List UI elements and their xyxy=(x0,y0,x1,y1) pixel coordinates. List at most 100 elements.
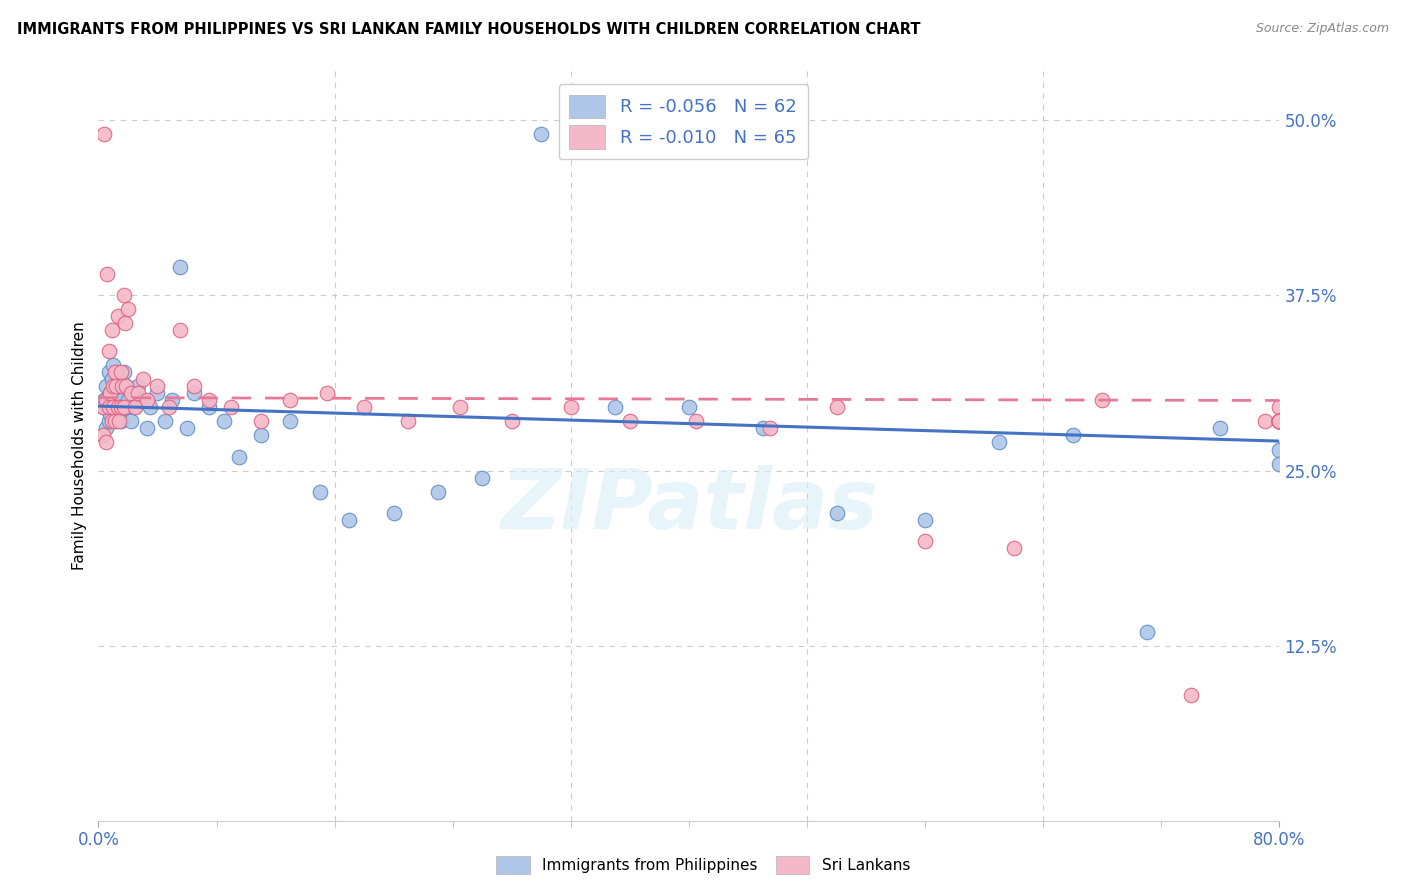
Point xyxy=(1091,393,1114,408)
Point xyxy=(169,323,191,337)
Point xyxy=(309,484,332,499)
Point xyxy=(198,393,221,408)
Point xyxy=(110,379,132,393)
Point xyxy=(115,379,138,393)
Point xyxy=(316,386,339,401)
Text: ZIPatlas: ZIPatlas xyxy=(501,466,877,547)
Point xyxy=(752,421,775,435)
Point xyxy=(105,366,128,380)
Point xyxy=(162,393,183,408)
Point xyxy=(111,379,134,393)
Point xyxy=(1209,421,1232,435)
Point xyxy=(353,401,375,415)
Point xyxy=(91,428,114,442)
Point xyxy=(183,386,205,401)
Point xyxy=(136,393,159,408)
Point xyxy=(98,408,121,422)
Point xyxy=(105,415,128,429)
Point xyxy=(100,415,122,429)
Legend: Immigrants from Philippines, Sri Lankans: Immigrants from Philippines, Sri Lankans xyxy=(489,850,917,880)
Point xyxy=(111,393,134,408)
Point xyxy=(103,393,125,408)
Point xyxy=(104,379,127,393)
Point xyxy=(825,506,848,520)
Point xyxy=(132,393,155,408)
Point xyxy=(759,421,782,435)
Point xyxy=(127,379,149,393)
Point xyxy=(221,401,243,415)
Point xyxy=(132,372,155,386)
Point xyxy=(100,372,122,386)
Point xyxy=(685,415,707,429)
Point xyxy=(1268,415,1291,429)
Point xyxy=(98,386,121,401)
Point xyxy=(146,379,169,393)
Point xyxy=(103,401,125,415)
Point xyxy=(471,470,494,484)
Point xyxy=(107,401,129,415)
Point xyxy=(605,401,627,415)
Point xyxy=(108,415,131,429)
Point xyxy=(678,401,700,415)
Point xyxy=(212,415,235,429)
Point xyxy=(112,401,135,415)
Point xyxy=(97,366,120,380)
Point xyxy=(1268,415,1291,429)
Point xyxy=(146,386,169,401)
Point xyxy=(136,421,159,435)
Point xyxy=(228,450,250,464)
Point xyxy=(107,310,129,324)
Point xyxy=(120,386,142,401)
Point xyxy=(103,359,125,373)
Point xyxy=(1002,541,1025,555)
Point xyxy=(103,379,125,393)
Point xyxy=(1268,457,1291,471)
Point xyxy=(117,393,139,408)
Point xyxy=(93,128,115,142)
Point xyxy=(97,415,120,429)
Point xyxy=(112,366,135,380)
Point xyxy=(619,415,641,429)
Point xyxy=(280,415,302,429)
Point xyxy=(124,401,146,415)
Text: Source: ZipAtlas.com: Source: ZipAtlas.com xyxy=(1256,22,1389,36)
Point xyxy=(94,421,117,435)
Point xyxy=(1254,415,1277,429)
Point xyxy=(104,401,127,415)
Point xyxy=(93,393,115,408)
Point xyxy=(1062,428,1084,442)
Point xyxy=(250,415,273,429)
Point xyxy=(91,401,114,415)
Point xyxy=(94,379,117,393)
Point xyxy=(339,512,361,526)
Point xyxy=(1268,415,1291,429)
Point xyxy=(94,435,117,450)
Point xyxy=(501,415,523,429)
Point xyxy=(112,288,135,302)
Point xyxy=(825,401,848,415)
Point xyxy=(183,379,205,393)
Point xyxy=(96,268,118,282)
Point xyxy=(1268,442,1291,457)
Point xyxy=(250,428,273,442)
Point xyxy=(157,401,180,415)
Point xyxy=(115,379,138,393)
Point xyxy=(560,401,582,415)
Point xyxy=(127,386,149,401)
Point xyxy=(110,401,132,415)
Point xyxy=(988,435,1011,450)
Point xyxy=(100,401,122,415)
Legend: R = -0.056   N = 62, R = -0.010   N = 65: R = -0.056 N = 62, R = -0.010 N = 65 xyxy=(558,84,807,160)
Point xyxy=(94,393,117,408)
Point xyxy=(153,415,176,429)
Point xyxy=(105,379,128,393)
Point xyxy=(110,415,132,429)
Point xyxy=(108,386,131,401)
Y-axis label: Family Households with Children: Family Households with Children xyxy=(72,322,87,570)
Point xyxy=(1268,415,1291,429)
Point xyxy=(449,401,471,415)
Point xyxy=(1268,415,1291,429)
Point xyxy=(1275,435,1298,450)
Point xyxy=(97,344,120,359)
Point xyxy=(398,415,420,429)
